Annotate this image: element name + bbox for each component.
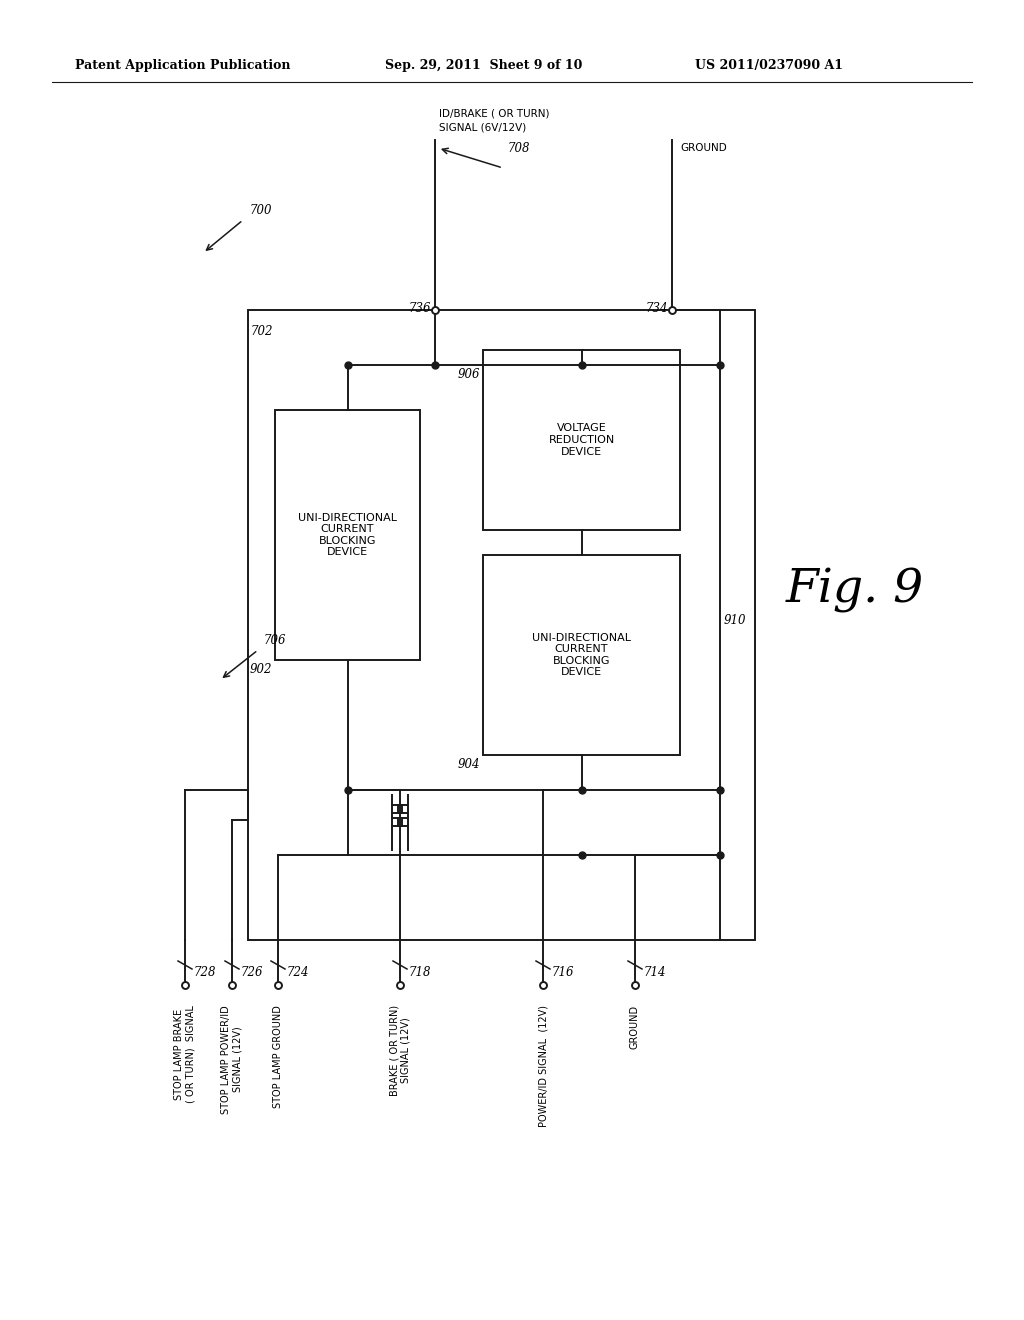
Text: POWER/ID SIGNAL  (12V): POWER/ID SIGNAL (12V) <box>538 1005 548 1127</box>
Text: BRAKE ( OR TURN)
SIGNAL (12V): BRAKE ( OR TURN) SIGNAL (12V) <box>389 1005 411 1096</box>
Text: 702: 702 <box>251 325 273 338</box>
Bar <box>248 310 755 940</box>
Text: Patent Application Publication: Patent Application Publication <box>75 58 291 71</box>
Text: 728: 728 <box>194 966 216 979</box>
Text: 906: 906 <box>458 368 480 381</box>
Text: ID/BRAKE ( OR TURN): ID/BRAKE ( OR TURN) <box>439 108 550 117</box>
Text: 706: 706 <box>264 634 287 647</box>
Text: VOLTAGE
REDUCTION
DEVICE: VOLTAGE REDUCTION DEVICE <box>549 424 614 457</box>
Text: 718: 718 <box>409 966 431 979</box>
Text: 910: 910 <box>724 614 746 627</box>
Bar <box>483 350 680 531</box>
Text: Fig. 9: Fig. 9 <box>785 568 924 612</box>
Text: STOP LAMP POWER/ID
SIGNAL (12V): STOP LAMP POWER/ID SIGNAL (12V) <box>221 1005 243 1114</box>
Bar <box>275 411 420 660</box>
Text: Sep. 29, 2011  Sheet 9 of 10: Sep. 29, 2011 Sheet 9 of 10 <box>385 58 583 71</box>
Text: 904: 904 <box>458 758 480 771</box>
Text: 708: 708 <box>508 141 530 154</box>
Text: SIGNAL (6V/12V): SIGNAL (6V/12V) <box>439 123 526 133</box>
Text: 736: 736 <box>409 302 431 315</box>
Text: GROUND: GROUND <box>630 1005 640 1049</box>
Text: 724: 724 <box>287 966 309 979</box>
Text: 726: 726 <box>241 966 263 979</box>
Text: 902: 902 <box>250 663 272 676</box>
Text: 716: 716 <box>552 966 574 979</box>
Text: US 2011/0237090 A1: US 2011/0237090 A1 <box>695 58 843 71</box>
Text: 714: 714 <box>644 966 667 979</box>
Text: 734: 734 <box>645 302 668 315</box>
Text: 700: 700 <box>250 203 272 216</box>
Text: STOP LAMP GROUND: STOP LAMP GROUND <box>273 1005 283 1107</box>
Text: UNI-DIRECTIONAL
CURRENT
BLOCKING
DEVICE: UNI-DIRECTIONAL CURRENT BLOCKING DEVICE <box>532 632 631 677</box>
Text: UNI-DIRECTIONAL
CURRENT
BLOCKING
DEVICE: UNI-DIRECTIONAL CURRENT BLOCKING DEVICE <box>298 512 397 557</box>
Text: GROUND: GROUND <box>680 143 727 153</box>
Bar <box>483 554 680 755</box>
Text: STOP LAMP BRAKE
( OR TURN)  SIGNAL: STOP LAMP BRAKE ( OR TURN) SIGNAL <box>174 1005 196 1104</box>
